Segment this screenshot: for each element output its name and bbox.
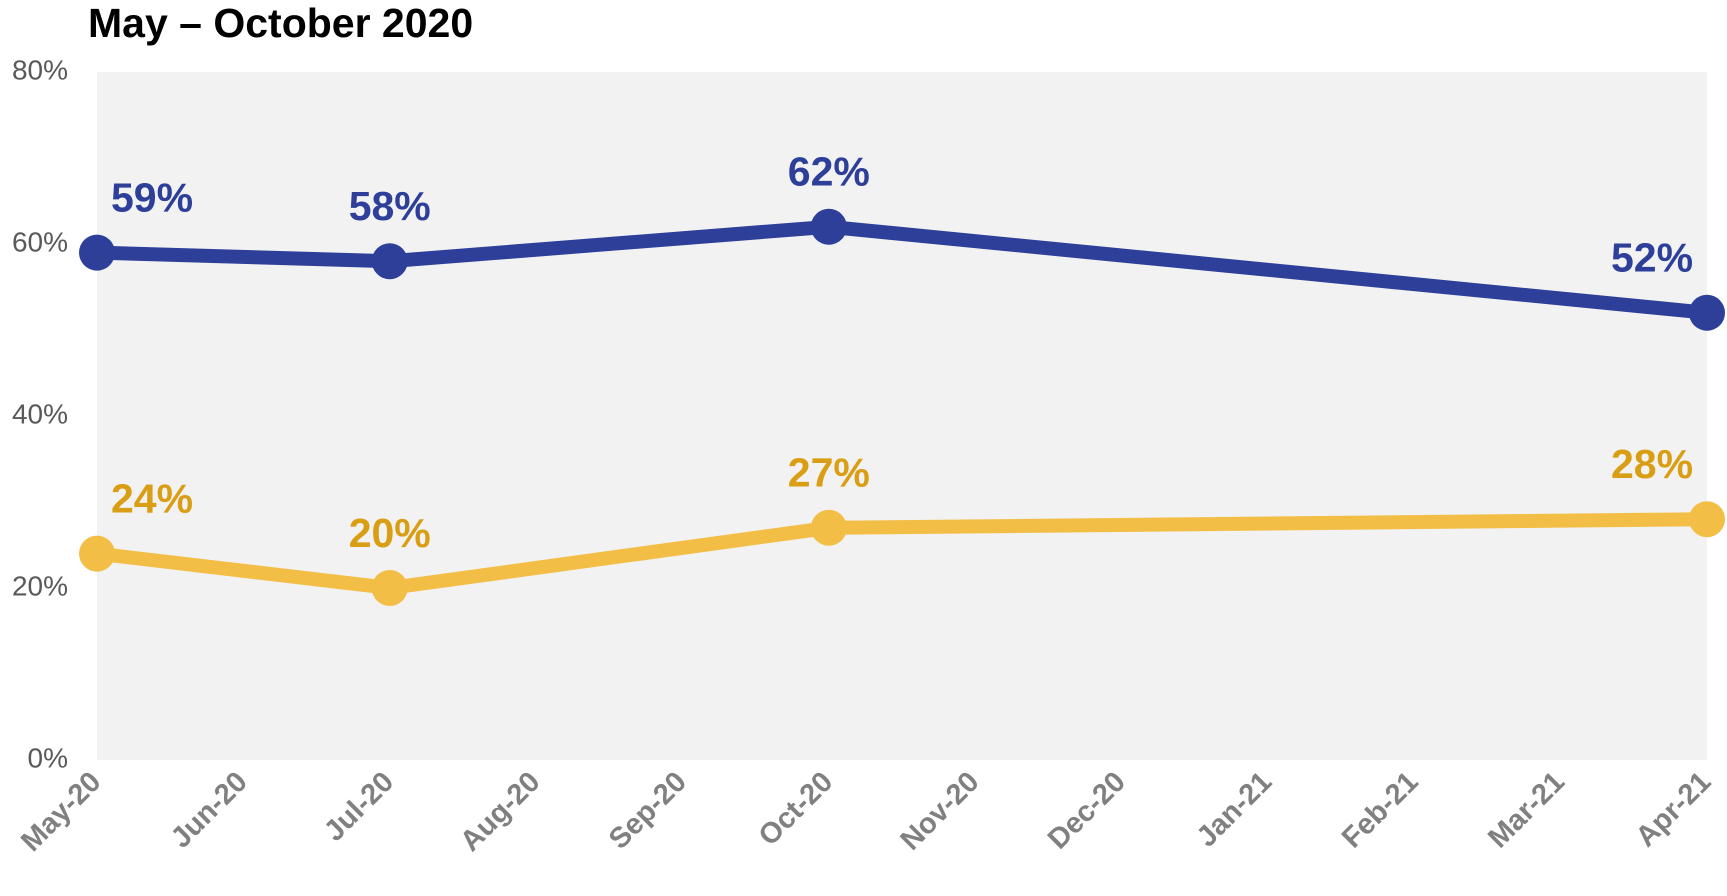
plot-area [97,72,1707,760]
data-point [810,509,847,546]
x-tick-label: Jun-20 [165,766,254,855]
y-tick-label: 20% [12,570,68,601]
data-point [79,234,115,271]
y-tick-label: 60% [12,226,68,257]
x-tick-label: Jan-21 [1191,766,1279,854]
data-point [371,243,408,280]
x-tick-label: May-20 [15,766,107,858]
y-tick-label: 40% [12,398,68,429]
data-label: 20% [349,510,431,556]
data-label: 62% [788,149,870,195]
series-line [96,512,1708,595]
data-label: 58% [349,183,431,229]
x-tick-label: Feb-21 [1336,766,1425,855]
x-tick-label: Sep-20 [603,766,693,856]
data-point [371,570,408,606]
data-label: 27% [788,450,870,496]
data-label: 24% [111,475,193,521]
y-tick-label: 0% [28,742,68,773]
y-tick-label: 80% [12,54,68,85]
data-label: 28% [1611,441,1693,487]
chart-title: May – October 2020 [88,0,473,46]
x-tick-label: Mar-21 [1482,766,1571,855]
data-point [810,208,847,245]
series-line [96,219,1708,320]
x-tick-label: Nov-20 [895,766,986,857]
data-point [1689,501,1725,538]
x-tick-label: Dec-20 [1042,766,1132,856]
x-tick-label: Apr-21 [1630,766,1718,854]
data-label: 59% [111,174,193,220]
x-tick-label: Oct-20 [753,766,839,852]
data-label: 52% [1611,235,1693,281]
x-tick-label: Aug-20 [454,766,546,858]
data-point [79,535,115,572]
data-point [1689,294,1725,331]
x-tick-label: Jul-20 [318,766,400,848]
